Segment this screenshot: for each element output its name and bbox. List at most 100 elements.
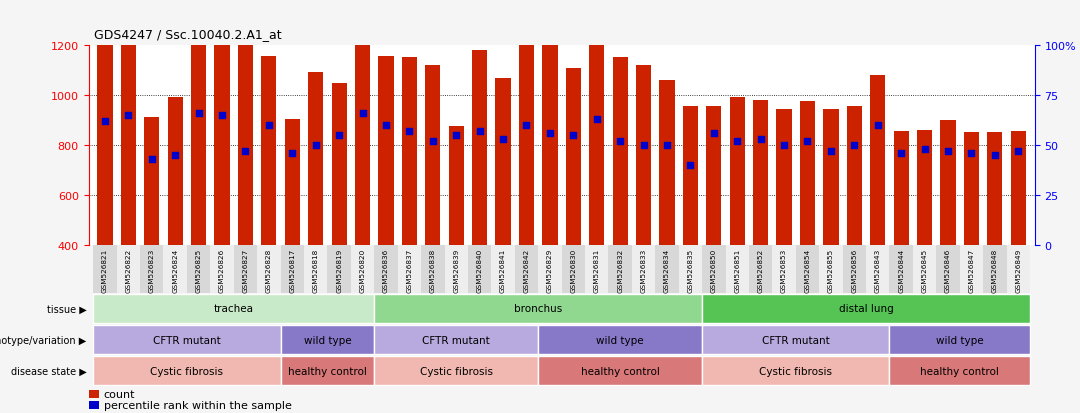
- Point: [447, 132, 464, 139]
- Bar: [426, 65, 441, 246]
- Bar: [608, 246, 632, 293]
- Bar: [332, 84, 347, 246]
- Point: [940, 148, 957, 155]
- Point: [1010, 148, 1027, 155]
- Bar: [397, 246, 421, 293]
- Bar: [303, 246, 327, 293]
- Point: [517, 122, 535, 129]
- Text: wild type: wild type: [936, 335, 984, 345]
- Text: GSM526822: GSM526822: [125, 248, 132, 292]
- Bar: [351, 246, 375, 293]
- Text: GSM526827: GSM526827: [242, 248, 248, 292]
- Text: GSM526830: GSM526830: [570, 248, 577, 292]
- Text: GSM526823: GSM526823: [149, 248, 154, 292]
- Bar: [1011, 132, 1026, 246]
- Text: GSM526833: GSM526833: [640, 248, 647, 292]
- Text: GDS4247 / Ssc.10040.2.A1_at: GDS4247 / Ssc.10040.2.A1_at: [94, 28, 282, 41]
- Bar: [93, 294, 375, 324]
- Bar: [632, 246, 656, 293]
- Point: [237, 148, 254, 155]
- Bar: [748, 246, 772, 293]
- Text: CFTR mutant: CFTR mutant: [761, 335, 829, 345]
- Bar: [215, 10, 230, 246]
- Point: [495, 136, 512, 143]
- Point: [377, 122, 394, 129]
- Bar: [448, 127, 463, 246]
- Point: [962, 150, 980, 157]
- Bar: [327, 246, 351, 293]
- Point: [214, 112, 231, 119]
- Bar: [726, 246, 748, 293]
- Bar: [538, 246, 562, 293]
- Bar: [281, 246, 303, 293]
- Bar: [730, 98, 745, 246]
- Text: GSM526842: GSM526842: [524, 248, 529, 292]
- Bar: [612, 58, 627, 246]
- Bar: [936, 246, 960, 293]
- Bar: [496, 79, 511, 246]
- Bar: [913, 246, 936, 293]
- Text: GSM526817: GSM526817: [289, 248, 295, 292]
- Bar: [702, 356, 890, 386]
- Bar: [660, 81, 675, 246]
- Point: [260, 122, 278, 129]
- Point: [307, 142, 324, 149]
- Point: [354, 110, 372, 117]
- Bar: [97, 36, 112, 246]
- Bar: [585, 246, 608, 293]
- Bar: [987, 133, 1002, 246]
- Text: GSM526850: GSM526850: [711, 248, 717, 292]
- Bar: [233, 246, 257, 293]
- Text: CFTR mutant: CFTR mutant: [422, 335, 490, 345]
- Bar: [261, 57, 276, 246]
- Text: tissue ▶: tissue ▶: [46, 304, 86, 314]
- Text: GSM526834: GSM526834: [664, 248, 670, 292]
- Bar: [542, 44, 557, 246]
- Text: GSM526855: GSM526855: [828, 248, 834, 292]
- Bar: [472, 50, 487, 246]
- Bar: [963, 133, 980, 246]
- Text: wild type: wild type: [303, 335, 351, 345]
- Bar: [491, 246, 515, 293]
- Bar: [238, 28, 253, 246]
- Text: GSM526820: GSM526820: [360, 248, 365, 292]
- Point: [635, 142, 652, 149]
- Bar: [656, 246, 678, 293]
- Bar: [281, 325, 375, 354]
- Bar: [375, 246, 397, 293]
- Text: GSM526828: GSM526828: [266, 248, 272, 292]
- Point: [659, 142, 676, 149]
- Text: GSM526851: GSM526851: [734, 248, 740, 292]
- Point: [565, 132, 582, 139]
- Bar: [983, 246, 1007, 293]
- Bar: [375, 294, 702, 324]
- Point: [120, 112, 137, 119]
- Point: [401, 128, 418, 135]
- Text: GSM526821: GSM526821: [102, 248, 108, 292]
- Text: healthy control: healthy control: [920, 366, 999, 376]
- Text: GSM526826: GSM526826: [219, 248, 225, 292]
- Bar: [191, 0, 206, 246]
- Point: [424, 138, 442, 145]
- Text: GSM526853: GSM526853: [781, 248, 787, 292]
- Text: GSM526818: GSM526818: [313, 248, 319, 292]
- Bar: [678, 246, 702, 293]
- Text: GSM526839: GSM526839: [454, 248, 459, 292]
- Bar: [211, 246, 233, 293]
- Text: GSM526852: GSM526852: [758, 248, 764, 292]
- Text: GSM526832: GSM526832: [617, 248, 623, 292]
- Point: [330, 132, 348, 139]
- Bar: [562, 246, 585, 293]
- Bar: [847, 107, 862, 246]
- Text: healthy control: healthy control: [288, 366, 367, 376]
- Text: GSM526849: GSM526849: [1015, 248, 1022, 292]
- Bar: [257, 246, 281, 293]
- Bar: [796, 246, 820, 293]
- Bar: [772, 246, 796, 293]
- Bar: [538, 356, 702, 386]
- Text: GSM526848: GSM526848: [991, 248, 998, 292]
- Bar: [281, 356, 375, 386]
- Bar: [702, 294, 1030, 324]
- Text: GSM526825: GSM526825: [195, 248, 202, 292]
- Bar: [893, 132, 908, 246]
